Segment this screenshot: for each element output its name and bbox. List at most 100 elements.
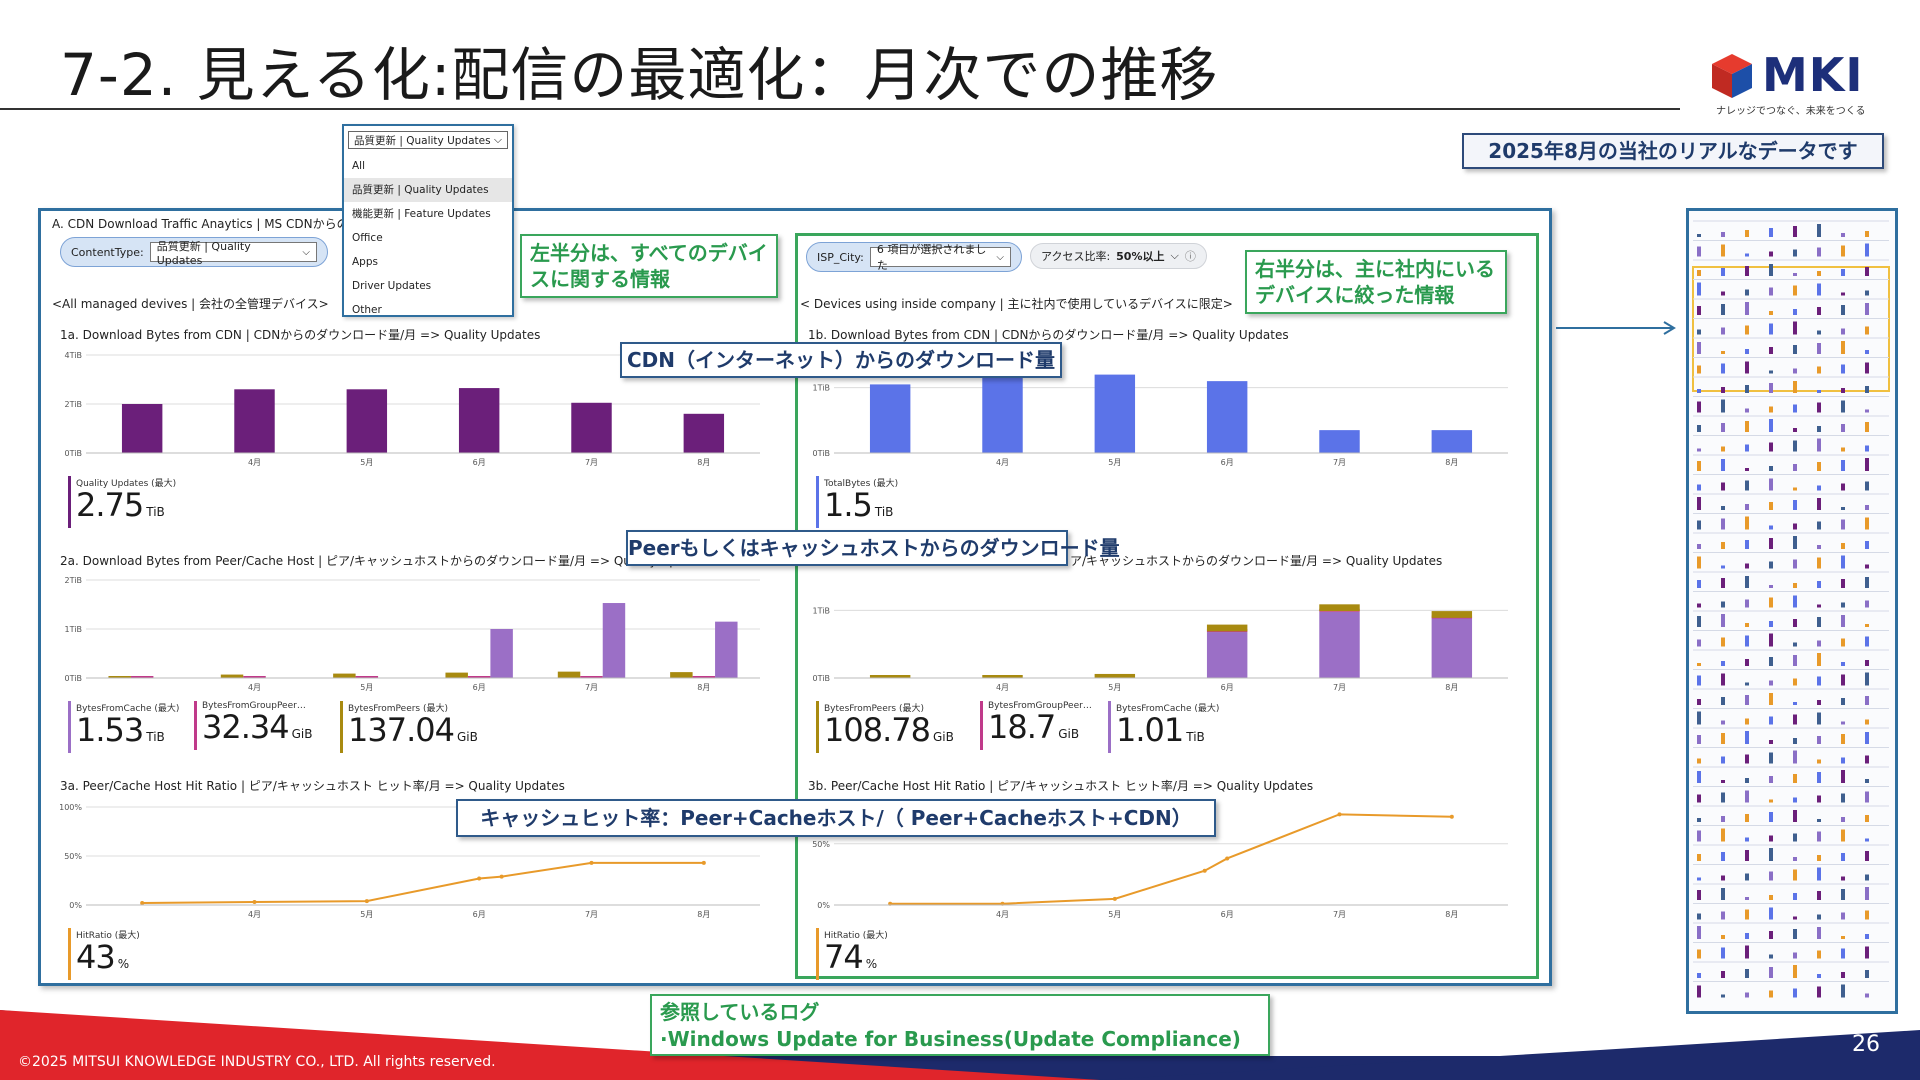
- dropdown-current[interactable]: 品質更新 | Quality Updates ⌵: [348, 131, 508, 149]
- bar: [1431, 618, 1473, 678]
- bar: [108, 676, 131, 678]
- thumbnail-bar: [1841, 388, 1845, 393]
- kpi-1b-0: TotalBytes (最大) 1.5 TiB: [816, 476, 898, 528]
- dropdown-option-apps[interactable]: Apps: [352, 256, 378, 268]
- y-tick-label: 1TiB: [813, 606, 830, 615]
- dropdown-option-feature[interactable]: 機能更新 | Feature Updates: [352, 208, 491, 220]
- thumbnail-bar: [1769, 323, 1773, 335]
- thumbnail-bar: [1721, 756, 1725, 764]
- thumbnail-bar: [1745, 969, 1749, 978]
- chart-3a-title: 3a. Peer/Cache Host Hit Ratio | ピア/キャッシュ…: [60, 779, 565, 793]
- x-tick-label: 7月: [1333, 683, 1346, 692]
- dropdown-option-quality[interactable]: 品質更新 | Quality Updates: [344, 178, 512, 202]
- thumbnail-bar: [1793, 738, 1797, 744]
- thumbnail-bar: [1697, 401, 1701, 413]
- bar: [1094, 374, 1136, 453]
- content-type-select[interactable]: 品質更新 | Quality Updates ⌵: [149, 240, 317, 267]
- slide-title: 7-2. 見える化:配信の最適化：月次での推移: [60, 41, 1219, 109]
- thumbnail-bar: [1745, 325, 1749, 335]
- thumbnail-bar: [1793, 988, 1797, 998]
- thumbnail-bar: [1817, 772, 1821, 783]
- thumbnail-bar: [1745, 623, 1749, 627]
- thumbnail-bar: [1841, 341, 1845, 354]
- chart-3a: 0% 50% 100% 4月 5月 6月 7月 8月: [59, 803, 760, 919]
- thumbnail-bar: [1817, 426, 1821, 432]
- thumbnail-bar: [1697, 389, 1701, 393]
- kpi-label: Quality Updates (最大): [76, 479, 177, 489]
- line-point: [499, 874, 504, 879]
- x-tick-label: 7月: [1333, 458, 1346, 467]
- thumbnail-bar: [1841, 770, 1845, 783]
- thumbnail-bar: [1865, 934, 1869, 939]
- thumbnail-bar: [1793, 774, 1797, 783]
- thumbnail-bar: [1721, 852, 1725, 861]
- thumbnail-bar: [1793, 833, 1797, 842]
- thumbnail-bar: [1841, 483, 1845, 491]
- thumbnail-bar: [1865, 350, 1869, 354]
- cube-logo-icon: [1712, 54, 1752, 98]
- access-ratio-filter[interactable]: アクセス比率: 50%以上 ⌵ ⓘ: [1030, 243, 1207, 269]
- thumbnail-bar: [1841, 853, 1845, 861]
- thumbnail-bar: [1745, 933, 1749, 939]
- thumbnail-bar: [1817, 545, 1821, 549]
- thumbnail-bar: [1721, 792, 1725, 803]
- thumbnail-bar: [1817, 712, 1821, 725]
- info-icon[interactable]: ⓘ: [1184, 250, 1196, 263]
- chart-2a-title: 2a. Download Bytes from Peer/Cache Host …: [60, 554, 711, 568]
- kpi-unit: %: [117, 957, 130, 971]
- kpi-value: 2.75: [76, 486, 144, 524]
- callout-right-half: 右半分は、主に社内にいるデバイスに絞った情報: [1245, 250, 1507, 314]
- thumbnail-bar: [1793, 595, 1797, 608]
- thumbnail-bar: [1769, 752, 1773, 764]
- thumbnail-bar: [1721, 780, 1725, 783]
- thumbnail-bar: [1697, 699, 1701, 705]
- left-caption: <All managed devives | 会社の全管理デバイス>: [52, 297, 329, 311]
- thumbnail-bar: [1697, 711, 1701, 725]
- content-type-dropdown[interactable]: 品質更新 | Quality Updates ⌵ All 品質更新 | Qual…: [342, 124, 514, 317]
- thumbnail-bar: [1841, 972, 1845, 978]
- thumbnail-bar: [1721, 673, 1725, 686]
- thumbnail-bar: [1841, 948, 1845, 959]
- thumbnail-bar: [1697, 425, 1701, 432]
- thumbnail-bar: [1865, 458, 1869, 471]
- dropdown-option-office[interactable]: Office: [352, 232, 383, 244]
- thumbnail-bar: [1841, 305, 1845, 315]
- dropdown-option-driver[interactable]: Driver Updates: [352, 280, 432, 292]
- kpi-unit: GiB: [456, 730, 478, 744]
- thumbnail-bar: [1697, 282, 1701, 296]
- dropdown-option-all[interactable]: All: [352, 160, 366, 172]
- thumbnail-bar: [1793, 619, 1797, 627]
- dropdown-option-other[interactable]: Other: [352, 304, 382, 316]
- thumbnail-bar: [1817, 438, 1821, 452]
- thumbnail-bar: [1697, 556, 1701, 569]
- dashboard-title: A. CDN Download Traffic Anaytics | MS CD…: [52, 217, 373, 231]
- thumbnail-highlight: [1692, 266, 1890, 392]
- thumbnail-bar: [1793, 559, 1797, 569]
- thumbnail-bar: [1841, 734, 1845, 744]
- thumbnail-bar: [1793, 750, 1797, 764]
- kpi-color-bar: [980, 701, 983, 750]
- isp-city-filter[interactable]: ISP_City: 6 項目が選択されました ⌵: [806, 242, 1022, 272]
- thumbnail-bar: [1745, 576, 1749, 588]
- content-type-filter[interactable]: ContentType: 品質更新 | Quality Updates ⌵: [60, 237, 328, 267]
- kpi-value: 1.01: [1116, 711, 1184, 749]
- isp-city-select[interactable]: 6 項目が選択されました ⌵: [869, 243, 1011, 272]
- thumbnail-bar: [1769, 383, 1773, 393]
- thumbnail-bar: [1865, 231, 1869, 237]
- thumbnail-bar: [1745, 230, 1749, 237]
- bar: [683, 413, 725, 453]
- thumbnail-bar: [1745, 718, 1749, 725]
- thumbnail-bar: [1769, 812, 1773, 822]
- thumbnail-bar: [1841, 936, 1845, 939]
- thumbnail-bar: [1793, 500, 1797, 510]
- kpi-unit: GiB: [291, 727, 313, 741]
- x-tick-label: 8月: [697, 683, 710, 692]
- thumbnail-bar: [1769, 848, 1773, 861]
- thumbnail-bar: [1769, 621, 1773, 627]
- thumbnail-bar: [1769, 907, 1773, 920]
- x-tick-label: 5月: [360, 683, 373, 692]
- thumbnail-bar: [1769, 228, 1773, 237]
- content-type-label: ContentType:: [71, 245, 144, 259]
- thumbnail-bar: [1793, 929, 1797, 939]
- thumbnail-bar: [1745, 635, 1749, 647]
